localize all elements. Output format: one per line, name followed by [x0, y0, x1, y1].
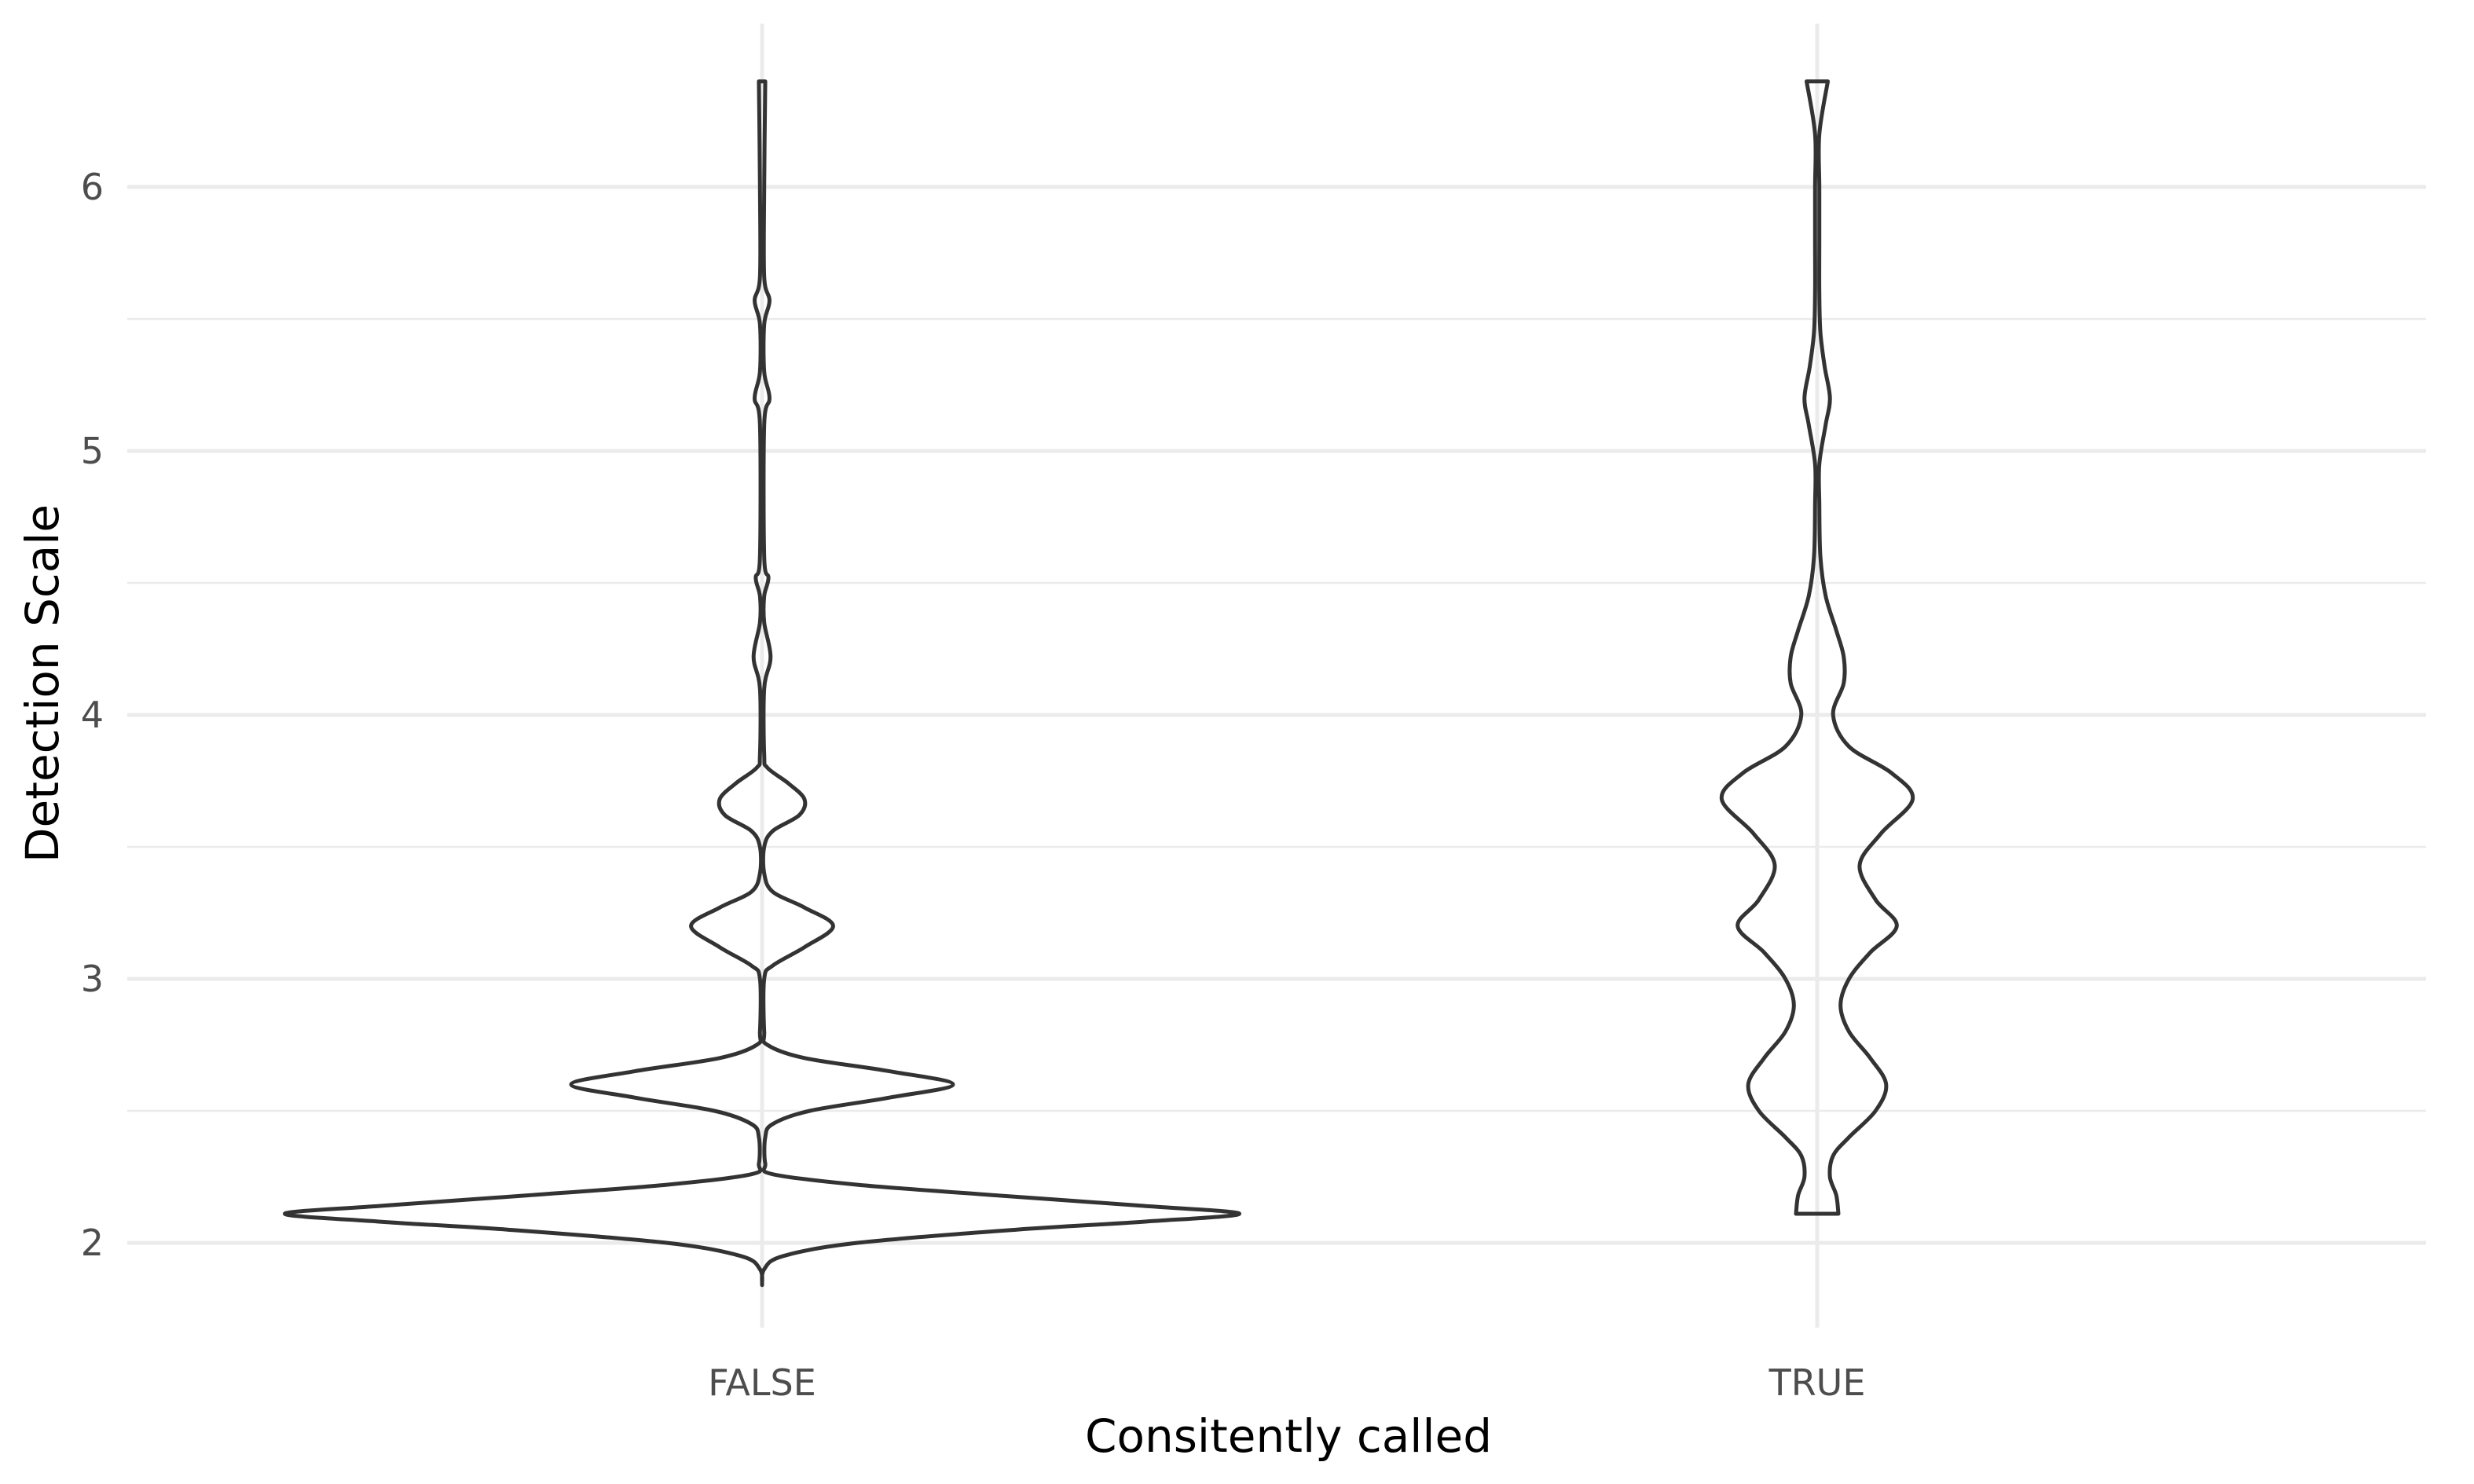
y-tick-label: 6: [81, 166, 104, 208]
violin-true: [1719, 79, 1915, 1216]
y-axis-ticks: 2 3 4 5 6: [81, 166, 104, 1264]
grid: [127, 24, 2426, 1328]
y-tick-label: 2: [81, 1222, 104, 1264]
x-tick-label: FALSE: [708, 1361, 816, 1404]
y-tick-label: 3: [81, 958, 104, 1000]
x-axis-title: Consitently called: [1085, 1409, 1492, 1463]
violins: [283, 79, 1915, 1288]
x-tick-label: TRUE: [1768, 1361, 1866, 1404]
y-tick-label: 4: [81, 694, 104, 736]
y-axis-title: Detection Scale: [16, 504, 69, 863]
y-tick-label: 5: [81, 430, 104, 472]
x-axis-ticks: FALSE TRUE: [708, 1361, 1865, 1404]
violin-false: [283, 79, 1241, 1288]
